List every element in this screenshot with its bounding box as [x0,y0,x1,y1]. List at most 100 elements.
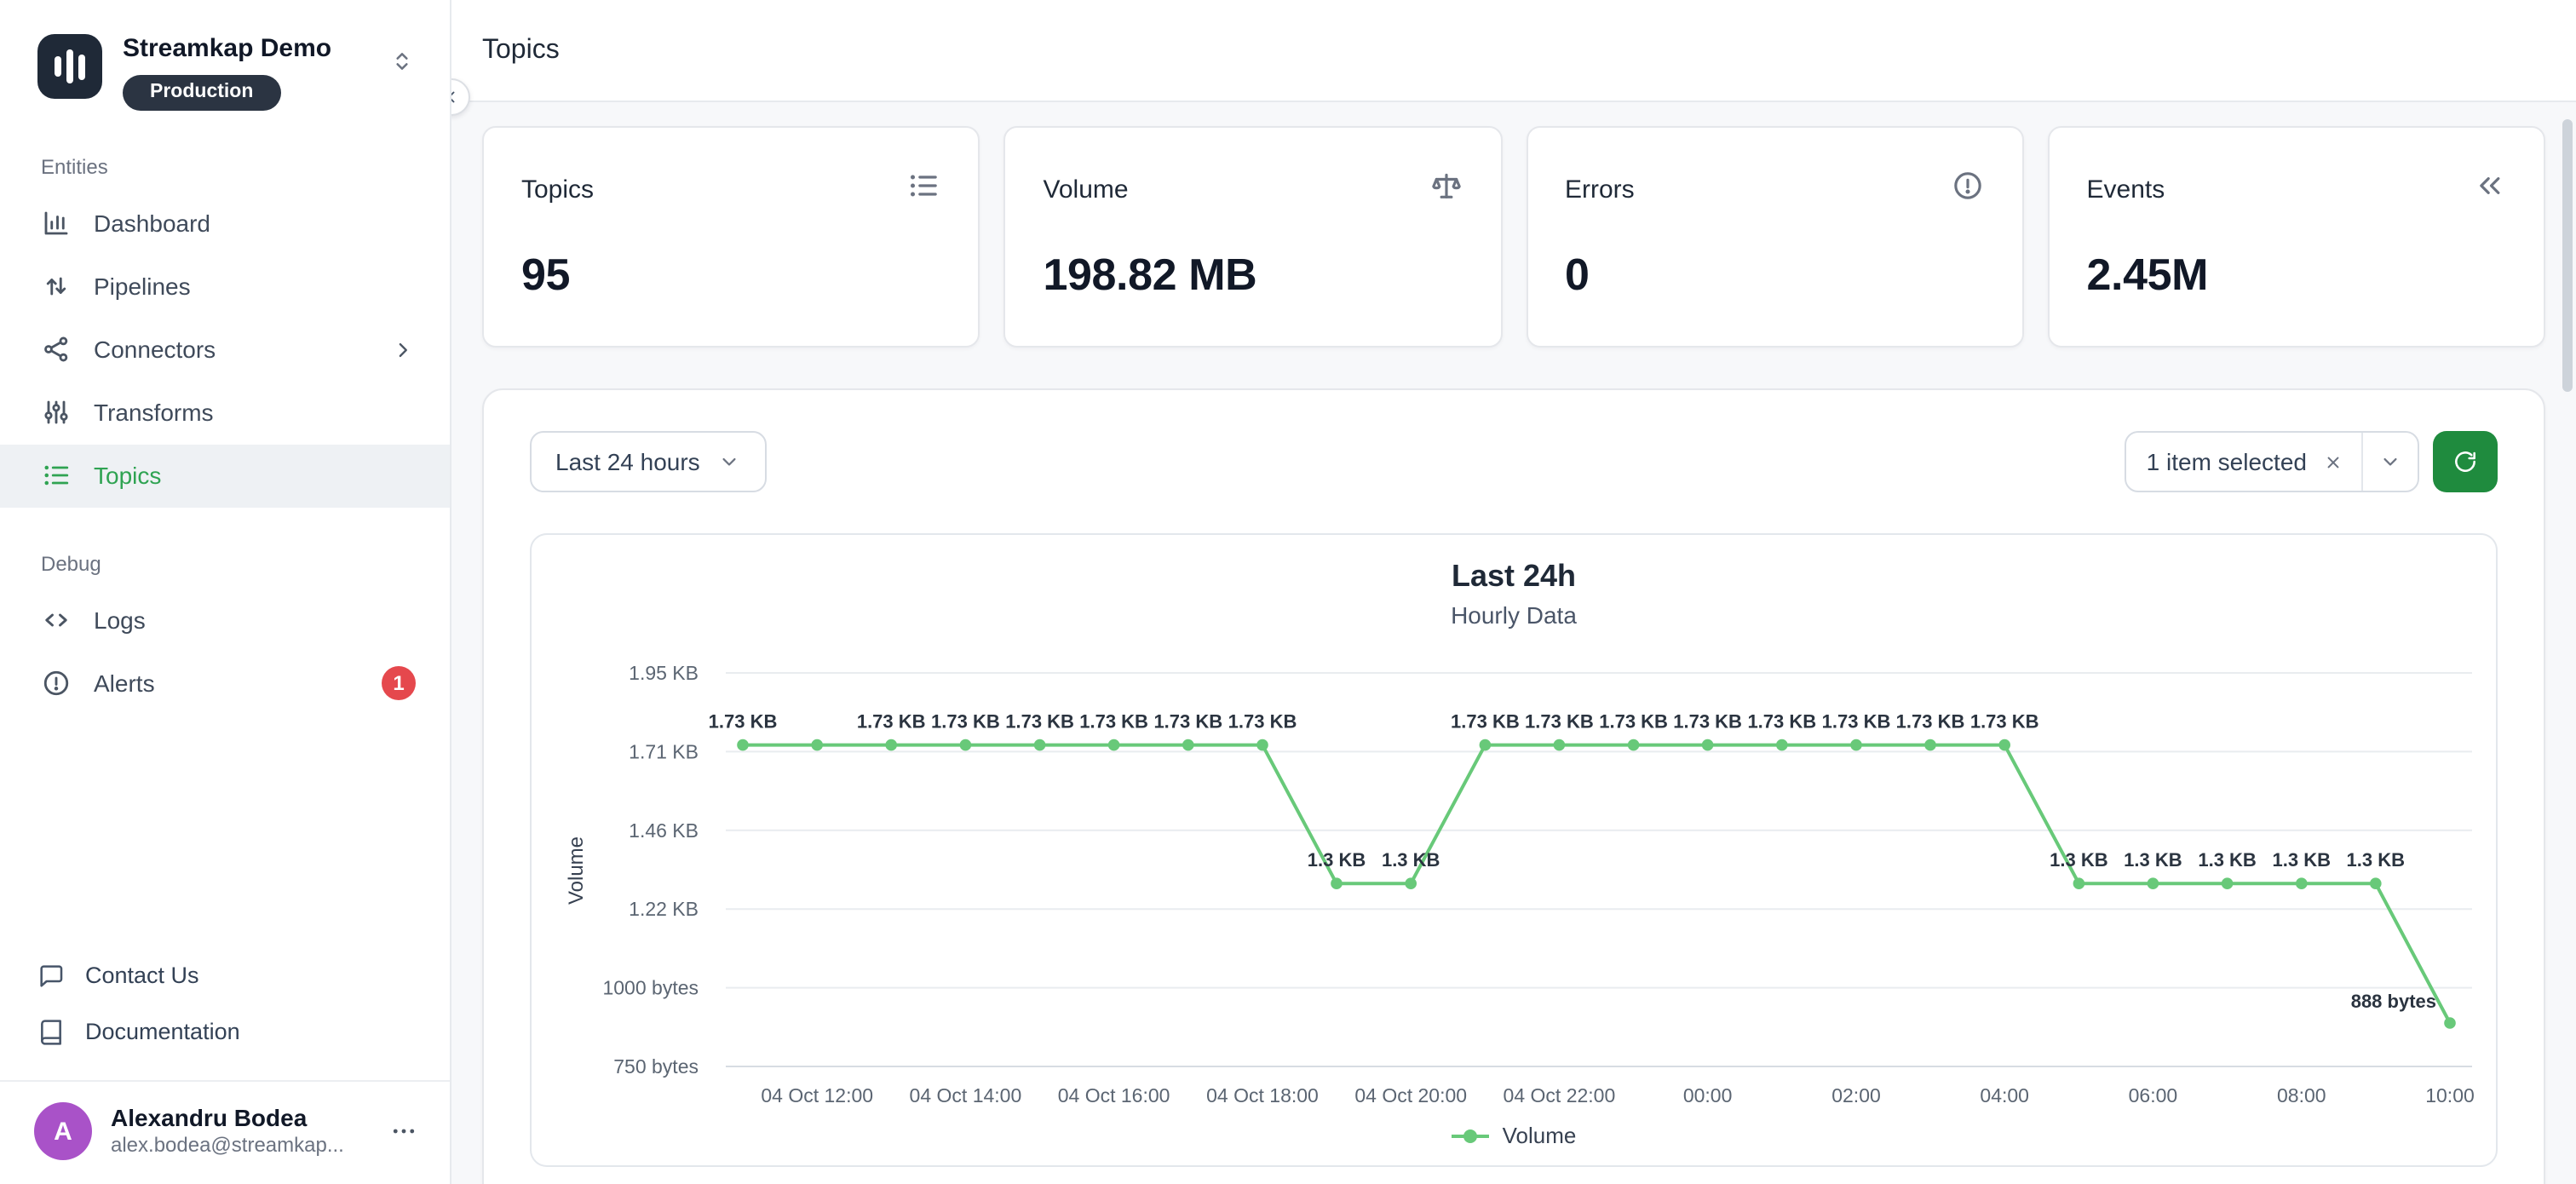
stat-label: Events [2086,175,2165,204]
svg-text:04 Oct 16:00: 04 Oct 16:00 [1058,1084,1170,1106]
workspace-switcher-button[interactable] [388,48,416,75]
stat-card-volume: Volume 198.82 MB [1003,126,1502,348]
svg-text:1.73 KB: 1.73 KB [709,711,778,733]
topics-panel: Last 24 hours 1 item selected [482,388,2545,1184]
stat-card-errors: Errors 0 [1526,126,2024,348]
legend-label: Volume [1502,1123,1577,1148]
svg-text:04 Oct 14:00: 04 Oct 14:00 [910,1084,1022,1106]
content: Topics 95 Volume 198.82 MB Errors 0 Events 2.45… [451,102,2576,1184]
clear-selection-button[interactable] [2322,451,2344,473]
refresh-button[interactable] [2433,431,2498,492]
unfold-icon [396,53,408,70]
sidebar-nav: Entities Dashboard Pipelines Connectors Tran… [0,110,450,947]
stat-value: 0 [1565,249,1590,300]
sidebar-item-label: Alerts [94,670,155,698]
svg-text:04 Oct 20:00: 04 Oct 20:00 [1354,1084,1467,1106]
dashboard-chart-icon [44,211,68,235]
svg-text:1.3 KB: 1.3 KB [2347,849,2405,871]
svg-text:1.3 KB: 1.3 KB [2198,849,2256,871]
footer-link-documentation[interactable]: Documentation [0,1003,450,1060]
page-header: Topics [451,0,2576,102]
volume-chart-card: Last 24h Hourly Data Volume 1.95 KB 1.71 … [530,533,2498,1167]
sidebar-item-logs[interactable]: Logs [0,589,450,652]
stat-label: Volume [1043,175,1129,204]
user-row[interactable]: A Alexandru Bodea alex.bodea@streamkap..… [0,1080,450,1184]
sidebar-item-label: Pipelines [94,273,191,301]
svg-text:1.73 KB: 1.73 KB [1599,711,1668,733]
volume-line-chart: 1.95 KB 1.71 KB 1.46 KB 1.22 KB 1000 bytes 75… [602,662,2474,1106]
sidebar-item-pipelines[interactable]: Pipelines [0,255,450,318]
workspace-header: Streamkap Demo Production [0,0,450,111]
workspace-name: Streamkap Demo [123,34,332,63]
sidebar-footer: Contact Us Documentation [0,947,450,1066]
stat-value: 198.82 MB [1043,249,1257,300]
connectors-share-icon [44,336,68,362]
chart-body: Volume 1.95 KB 1.71 KB 1.46 KB 1.22 KB 1000 … [532,649,2496,1119]
chevron-down-icon [2383,457,2397,466]
sidebar: Streamkap Demo Production Entities Dashbo… [0,0,451,1184]
sidebar-item-dashboard[interactable]: Dashboard [0,192,450,255]
chevron-left-icon [451,91,455,103]
topics-list-icon [44,466,69,486]
chart-title: Last 24h [1451,559,1577,593]
svg-text:1.22 KB: 1.22 KB [629,898,699,920]
svg-text:1.73 KB: 1.73 KB [1970,711,2039,733]
svg-text:1.73 KB: 1.73 KB [1079,711,1148,733]
sidebar-item-connectors[interactable]: Connectors [0,318,450,381]
svg-text:1.73 KB: 1.73 KB [857,711,926,733]
main-area: Topics Topics 95 Volume 198.82 MB Errors 0 Eve… [451,0,2576,1184]
pipelines-arrows-icon [46,277,66,296]
stat-label: Topics [521,175,595,204]
svg-text:04 Oct 22:00: 04 Oct 22:00 [1504,1084,1616,1106]
double-chevron-left-icon [2480,177,2500,194]
svg-text:1.73 KB: 1.73 KB [1673,711,1742,733]
scrollbar-thumb[interactable] [2562,119,2573,392]
topic-filter-select[interactable]: 1 item selected [2124,431,2419,492]
time-range-label: Last 24 hours [555,448,700,475]
sidebar-item-transforms[interactable]: Transforms [0,381,450,444]
section-label-entities: Entities [41,154,108,179]
refresh-icon [2455,451,2475,472]
alert-circle-icon [1953,172,1981,199]
time-range-select[interactable]: Last 24 hours [530,431,767,492]
svg-text:1.3 KB: 1.3 KB [2273,849,2331,871]
section-label-debug: Debug [41,551,101,576]
alert-count-badge: 1 [382,666,416,701]
user-menu-button[interactable] [388,1116,419,1147]
selection-label: 1 item selected [2146,448,2307,475]
svg-text:1.73 KB: 1.73 KB [1451,711,1520,733]
svg-text:888 bytes: 888 bytes [2351,991,2436,1012]
svg-text:02:00: 02:00 [1831,1084,1881,1106]
stat-label: Errors [1565,175,1635,204]
footer-link-contact-us[interactable]: Contact Us [0,947,450,1003]
svg-text:1.73 KB: 1.73 KB [1005,711,1074,733]
stat-card-events: Events 2.45M [2047,126,2545,348]
scale-icon [1431,173,1460,198]
chevron-right-icon [399,342,407,357]
streamkap-logo [37,34,102,99]
sidebar-item-alerts[interactable]: Alerts 1 [0,652,450,715]
divider [2361,433,2363,491]
sidebar-item-label: Transforms [94,399,214,427]
sidebar-item-label: Topics [94,462,162,490]
svg-text:1.73 KB: 1.73 KB [1153,711,1222,733]
svg-text:1.73 KB: 1.73 KB [1896,711,1965,733]
stat-card-topics: Topics 95 [482,126,980,348]
alert-circle-icon [43,671,69,696]
svg-text:1.71 KB: 1.71 KB [629,740,699,762]
chart-subtitle: Hourly Data [1451,601,1577,629]
book-icon [41,1019,61,1044]
svg-text:04:00: 04:00 [1980,1084,2029,1106]
svg-text:1.73 KB: 1.73 KB [931,711,1000,733]
footer-link-label: Documentation [85,1019,240,1044]
svg-text:1.3 KB: 1.3 KB [2050,849,2107,871]
stats-row: Topics 95 Volume 198.82 MB Errors 0 Events 2.45… [482,126,2545,348]
svg-text:08:00: 08:00 [2277,1084,2326,1106]
list-icon [911,175,938,197]
sidebar-item-topics[interactable]: Topics [0,444,450,508]
legend-item-volume[interactable]: Volume [532,1119,2496,1165]
svg-text:1.73 KB: 1.73 KB [1525,711,1594,733]
filter-caret-button[interactable] [2363,450,2418,474]
svg-text:1.46 KB: 1.46 KB [629,819,699,842]
svg-text:1.73 KB: 1.73 KB [1822,711,1891,733]
